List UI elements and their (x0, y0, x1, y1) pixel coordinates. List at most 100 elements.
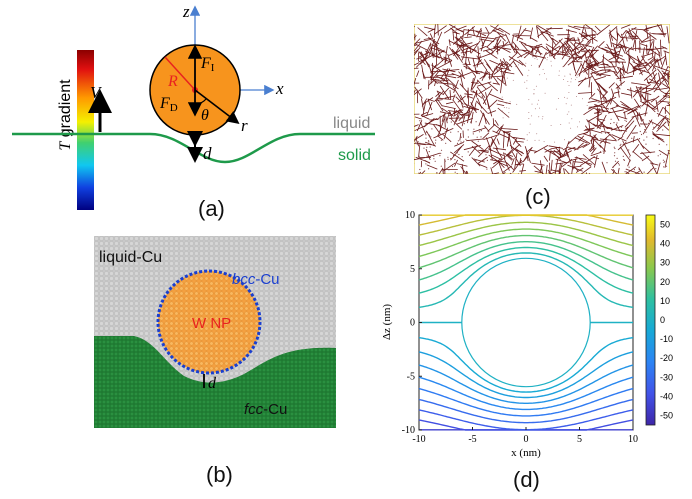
atom-dot (629, 156, 630, 157)
atom-dot (455, 172, 456, 173)
atom-dot (645, 132, 646, 133)
atom-dot (611, 119, 612, 120)
atom-dot (485, 154, 486, 155)
atom-dot (616, 122, 617, 123)
x-tick-label: 0 (524, 434, 529, 445)
atom-dot (473, 129, 474, 130)
gradient-label: T gradient (57, 79, 74, 151)
atom-dot (426, 147, 427, 148)
atom-dot (625, 171, 626, 172)
atom-dot (539, 140, 540, 141)
atom-dot (441, 166, 442, 167)
atom-dot (415, 142, 416, 143)
panel-b-md-snapshot: liquid-Cu bcc-Cu W NP d fcc-Cu (94, 236, 336, 428)
atom-dot (526, 88, 527, 89)
atom-dot (441, 150, 442, 151)
atom-dot (537, 104, 538, 105)
liquid-cu-label: liquid-Cu (99, 249, 162, 266)
atom-dot (439, 155, 440, 156)
atom-dot (529, 132, 530, 133)
r-label: r (241, 116, 248, 135)
atom-dot (604, 142, 605, 143)
atom-dot (655, 168, 656, 169)
atom-dot (605, 133, 606, 134)
x-axis-label-d: x (nm) (511, 447, 541, 459)
atom-dot (547, 59, 548, 60)
colorbar-tick-label: -50 (660, 411, 673, 421)
atom-dot (653, 138, 654, 139)
atom-dot (623, 159, 624, 160)
atom-dot (542, 116, 543, 117)
atom-dot (527, 75, 528, 76)
atom-dot (486, 169, 487, 170)
atom-dot (528, 118, 529, 119)
atom-dot (531, 65, 532, 66)
atom-dot (433, 158, 434, 159)
atom-dot (615, 161, 616, 162)
atom-dot (626, 121, 627, 122)
panel-a-schematic: T gradient V z x R FI FD r θ d liquid so… (0, 0, 390, 220)
atom-dot (543, 69, 544, 70)
atom-dot (506, 103, 507, 104)
atom-dot (577, 126, 578, 127)
atom-dot (666, 166, 667, 167)
atom-dot (423, 148, 424, 149)
atom-dot (559, 71, 560, 72)
dislocation-segment (438, 24, 439, 36)
atom-dot (454, 159, 455, 160)
atom-dot (479, 131, 480, 132)
colorbar-tick-label: 30 (660, 258, 670, 268)
atom-dot (551, 61, 552, 62)
colorbar-tick-label: 20 (660, 277, 670, 287)
atom-dot (603, 150, 604, 151)
atom-dot (664, 161, 665, 162)
atom-dot (625, 142, 626, 143)
atom-dot (445, 161, 446, 162)
atom-dot (527, 134, 528, 135)
atom-dot (558, 98, 559, 99)
x-axis-label: x (275, 79, 284, 98)
temperature-gradient-bar (77, 50, 94, 210)
atom-dot (418, 173, 419, 174)
atom-dot (648, 123, 649, 124)
y-tick-label: 0 (410, 318, 415, 329)
atom-dot (631, 138, 632, 139)
x-tick-label: 10 (628, 434, 638, 445)
liquid-label: liquid (333, 115, 370, 132)
atom-dot (528, 70, 529, 71)
atom-dot (653, 127, 654, 128)
fcc-cu-label: fcc-Cu (244, 401, 287, 418)
atom-dot (468, 136, 469, 137)
atom-dot (619, 164, 620, 165)
atom-dot (435, 161, 436, 162)
atom-dot (567, 81, 568, 82)
y-tick-label: 10 (405, 210, 415, 221)
atom-dot (533, 93, 534, 94)
atom-dot (507, 78, 508, 79)
atom-dot (513, 80, 514, 81)
atom-dot (458, 131, 459, 132)
atom-dot (568, 92, 569, 93)
y-tick-label: -10 (402, 425, 415, 436)
atom-dot (477, 137, 478, 138)
atom-dot (576, 96, 577, 97)
panel-c (414, 24, 670, 174)
atom-dot (458, 140, 459, 141)
atom-dot (575, 71, 576, 72)
atom-dot (537, 59, 538, 60)
atom-dot (564, 97, 565, 98)
atom-dot (542, 118, 543, 119)
atom-dot (525, 63, 526, 64)
atom-dot (428, 168, 429, 169)
caption-d: (d) (513, 467, 540, 493)
atom-dot (436, 173, 437, 174)
atom-dot (536, 86, 537, 87)
atom-dot (480, 136, 481, 137)
atom-dot (515, 66, 516, 67)
atom-dot (579, 121, 580, 122)
atom-dot (487, 160, 488, 161)
atom-dot (534, 58, 535, 59)
atom-dot (640, 131, 641, 132)
atom-dot (640, 170, 641, 171)
atom-dot (646, 136, 647, 137)
